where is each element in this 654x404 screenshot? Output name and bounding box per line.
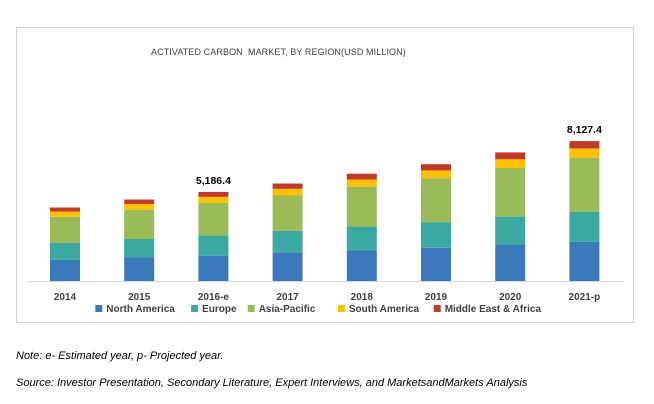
bar-segment-2015-middle-east-africa [124, 199, 155, 204]
bar-segment-2016-e-europe [198, 235, 229, 256]
bar-segment-2014-middle-east-africa [50, 207, 80, 212]
bar-segment-2018-north-america [346, 250, 377, 281]
legend-swatch-europe [191, 305, 199, 312]
bar-segment-2017-europe [272, 230, 303, 253]
bar-segment-2020-middle-east-africa [495, 152, 526, 160]
legend-swatch-north-america [95, 305, 103, 312]
bar-segment-2021-p-north-america [569, 241, 600, 281]
bar-segment-2014-north-america [50, 259, 80, 281]
bar-segment-2019-asia-pacific [421, 178, 451, 223]
source-text: Source: Investor Presentation, Secondary… [16, 377, 528, 389]
legend-label-north-america: North America [106, 304, 175, 315]
legend-swatch-middle-east-africa [433, 305, 441, 312]
legend-label-south-america: South America [349, 304, 420, 315]
bar-segment-2020-europe [495, 216, 526, 245]
x-tick-label-2017: 2017 [276, 292, 299, 303]
x-tick-label-2018: 2018 [351, 292, 374, 303]
legend-swatch-asia-pacific [247, 305, 255, 312]
bar-segment-2017-asia-pacific [272, 195, 303, 231]
bar-segment-2021-p-middle-east-africa [569, 141, 600, 149]
x-tick-label-2015: 2015 [128, 292, 151, 303]
bar-segment-2014-south-america [50, 211, 80, 217]
bar-segment-2015-north-america [124, 257, 155, 281]
bar-segment-2014-europe [50, 243, 80, 260]
x-tick-label-2014: 2014 [54, 292, 77, 303]
x-tick-label-2016-e: 2016-e [198, 292, 230, 303]
bar-segment-2014-asia-pacific [50, 216, 80, 243]
bar-segment-2018-asia-pacific [346, 186, 377, 227]
bar-segment-2020-south-america [495, 159, 526, 168]
data-label-2016-e: 5,186.4 [196, 175, 231, 187]
bar-segment-2017-north-america [272, 252, 303, 281]
x-tick-label-2019: 2019 [425, 292, 448, 303]
bar-segment-2016-e-middle-east-africa [198, 191, 229, 197]
bar-segment-2021-p-south-america [569, 148, 600, 158]
bar-segment-2016-e-north-america [198, 255, 229, 281]
legend-label-asia-pacific: Asia-Pacific [259, 304, 316, 315]
legend-label-europe: Europe [202, 304, 237, 315]
bar-segment-2019-middle-east-africa [421, 164, 451, 171]
legend-swatch-south-america [337, 305, 345, 312]
legend-label-middle-east-africa: Middle East & Africa [445, 304, 542, 315]
bar-segment-2019-north-america [421, 247, 451, 281]
bar-segment-2018-south-america [346, 179, 377, 187]
bar-segment-2017-middle-east-africa [272, 183, 303, 189]
note-text: Note: e- Estimated year, p- Projected ye… [16, 350, 224, 362]
chart-title: ACTIVATED CARBON MARKET, BY REGION(USD M… [151, 47, 406, 57]
bar-segment-2020-north-america [495, 244, 526, 281]
bar-segment-2016-e-asia-pacific [198, 203, 229, 236]
bar-segment-2015-asia-pacific [124, 209, 155, 239]
bar-segment-2018-middle-east-africa [346, 173, 377, 180]
data-label-2021-p: 8,127.4 [567, 124, 602, 136]
bar-segment-2019-europe [421, 222, 451, 248]
x-tick-label-2021-p: 2021-p [569, 292, 601, 303]
x-tick-label-2020: 2020 [499, 292, 522, 303]
bar-segment-2020-asia-pacific [495, 168, 526, 217]
chart-frame [16, 27, 634, 323]
bar-segment-2016-e-south-america [198, 196, 229, 203]
bar-segment-2018-europe [346, 226, 377, 251]
bar-segment-2021-p-asia-pacific [569, 157, 600, 212]
bar-segment-2021-p-europe [569, 211, 600, 242]
bar-segment-2015-europe [124, 239, 155, 258]
bar-segment-2015-south-america [124, 203, 155, 210]
bar-segment-2017-south-america [272, 188, 303, 196]
bar-segment-2019-south-america [421, 170, 451, 179]
